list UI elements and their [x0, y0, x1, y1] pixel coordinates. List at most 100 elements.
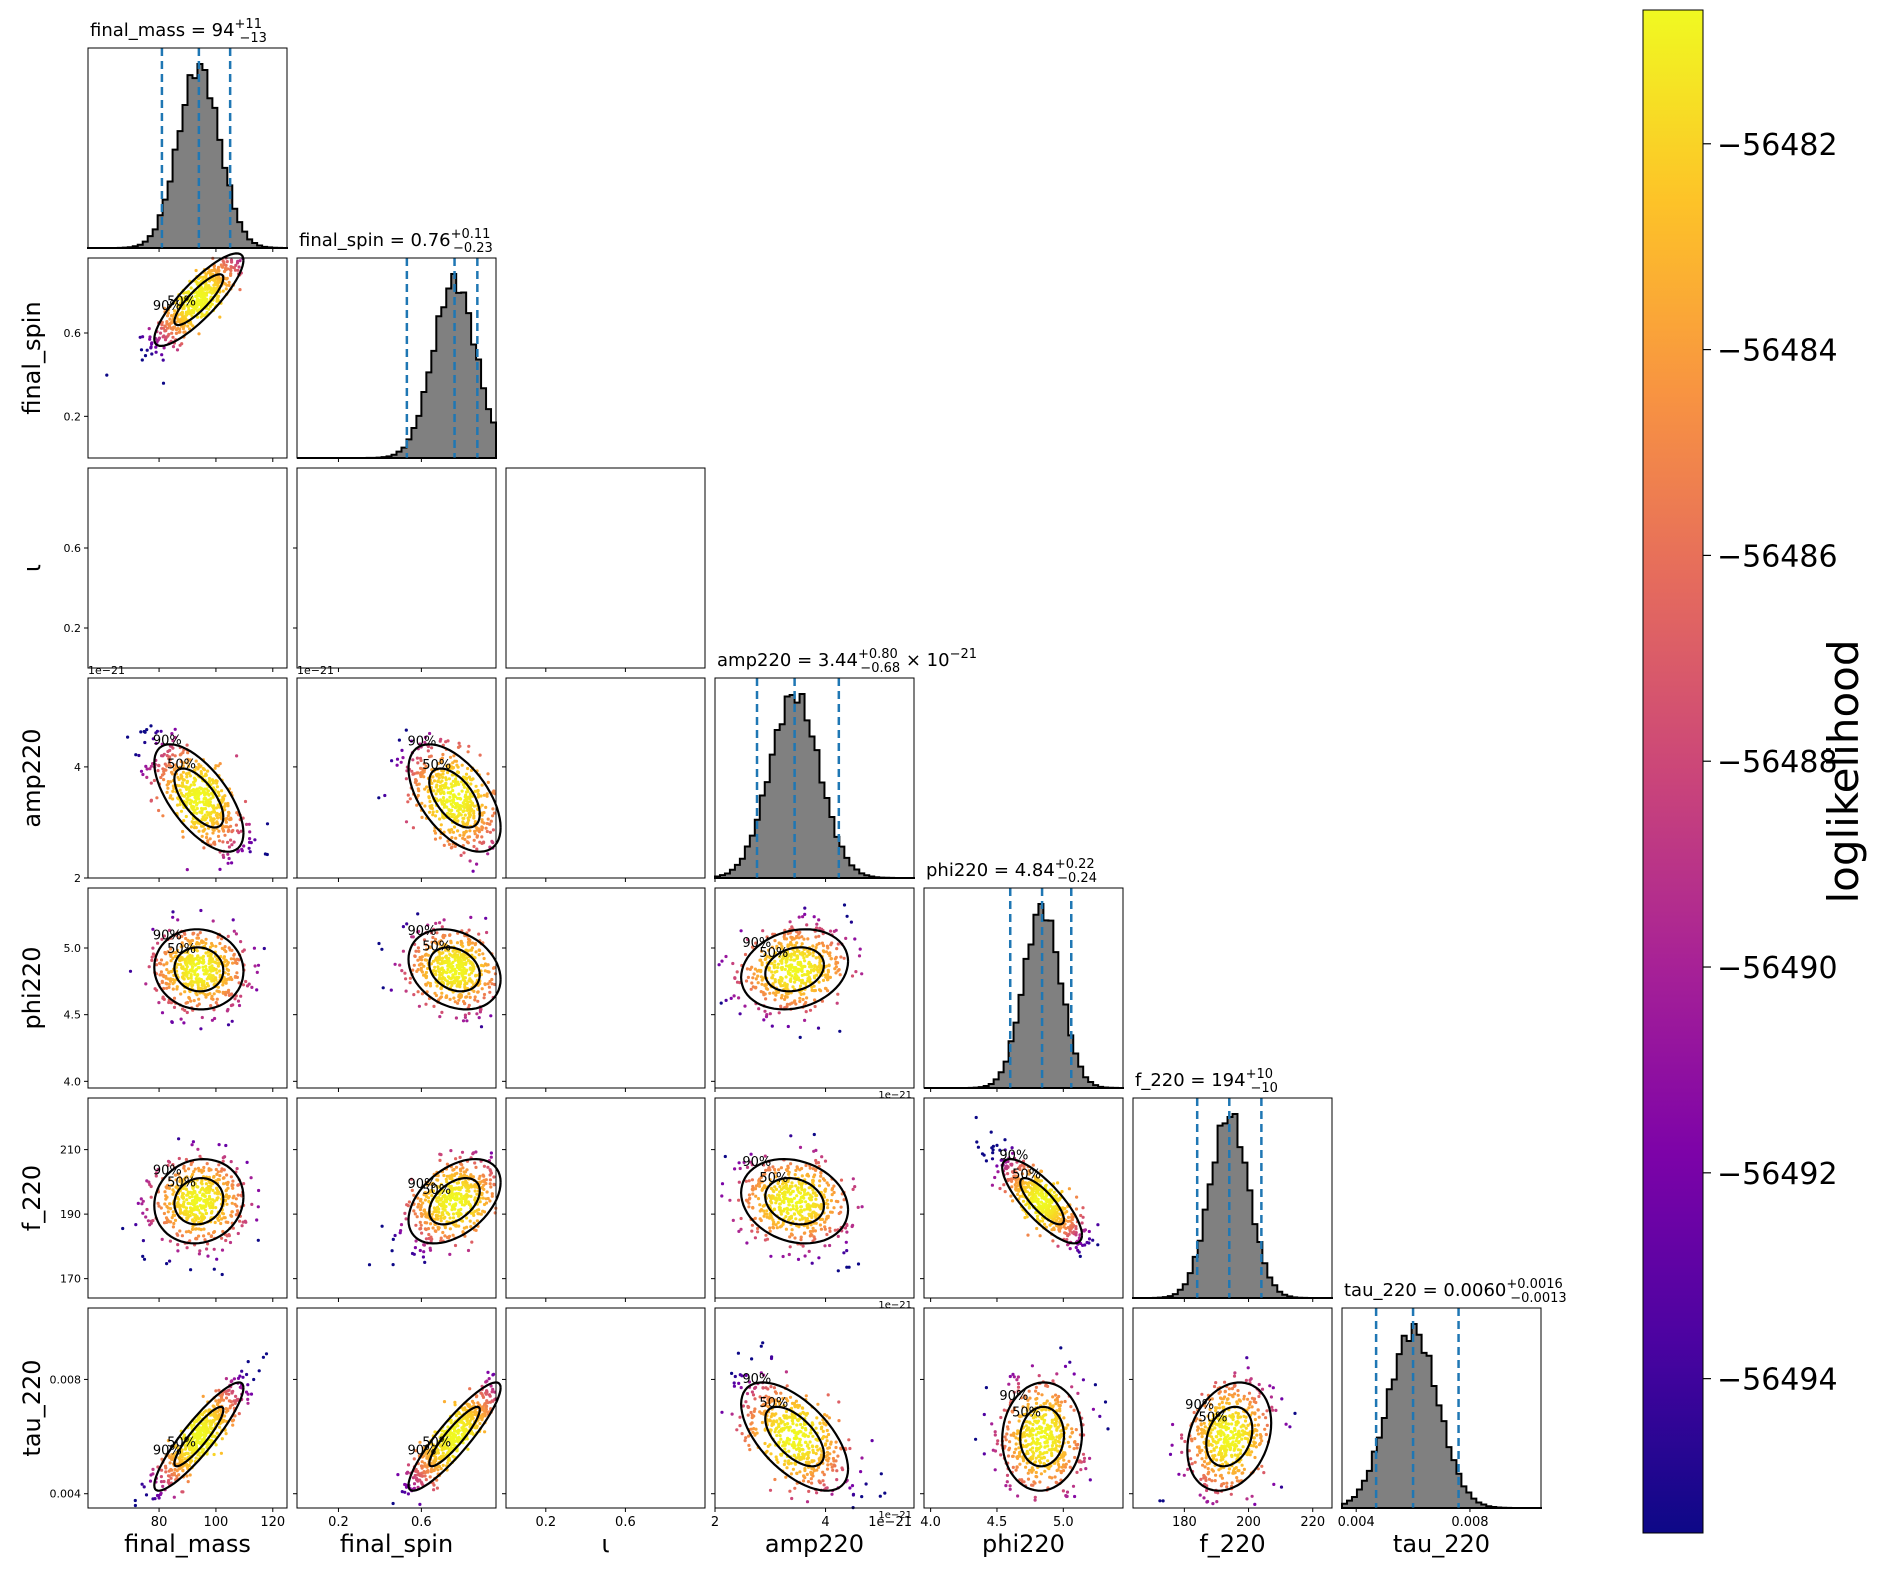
scatter-point — [147, 327, 151, 331]
scatter-point — [789, 1162, 793, 1166]
scatter-point — [756, 1230, 760, 1234]
scatter-point — [750, 965, 754, 969]
scatter-point — [795, 1194, 799, 1198]
scatter-point — [813, 988, 818, 993]
scatter-point — [198, 960, 202, 964]
scatter-point — [786, 1189, 791, 1193]
scatter-point — [461, 969, 465, 973]
scatter-point — [454, 1016, 458, 1020]
panel-frame — [505, 1097, 706, 1299]
scatter-point — [456, 770, 461, 775]
scatter-point — [488, 830, 492, 834]
scatter-point — [428, 984, 433, 988]
scatter-point — [825, 944, 830, 948]
scatter-point — [193, 795, 197, 799]
scatter-point — [185, 304, 189, 308]
scatter-point — [178, 330, 182, 334]
scatter-point — [215, 1198, 219, 1202]
scatter-point — [408, 981, 412, 985]
scatter-point — [401, 756, 405, 760]
scatter-point — [197, 829, 201, 833]
y-tick-label: 4 — [74, 761, 81, 774]
scatter-point — [467, 992, 471, 996]
scatter-point — [814, 935, 818, 939]
scatter-point — [473, 943, 477, 947]
scatter-point — [806, 937, 810, 941]
scatter-point — [440, 925, 444, 929]
scatter-point — [144, 764, 148, 769]
scatter-point — [399, 760, 403, 764]
scatter-point — [758, 1217, 762, 1221]
scatter-point — [221, 1176, 225, 1180]
scatter-point — [213, 960, 217, 965]
scatter-point — [452, 996, 456, 1000]
scatter-point — [786, 1024, 790, 1029]
scatter-point — [227, 1233, 231, 1237]
scatter-point — [428, 1248, 433, 1252]
scatter-point — [224, 820, 228, 824]
scatter-point — [203, 285, 207, 289]
panel-frame — [505, 467, 706, 669]
scatter-point — [723, 1154, 727, 1159]
scatter-point — [720, 1194, 724, 1198]
scatter-point — [181, 783, 185, 787]
scatter-point — [255, 970, 259, 975]
scatter-point — [448, 1198, 453, 1202]
scatter-point — [226, 990, 230, 995]
scatter-point — [470, 980, 474, 984]
scatter-point — [795, 1201, 799, 1205]
scatter-point — [764, 986, 769, 991]
scatter-point — [161, 381, 166, 385]
scatter-point — [400, 969, 404, 973]
scatter-point — [179, 1017, 183, 1021]
scatter-point — [149, 781, 153, 785]
scatter-point — [462, 833, 466, 837]
scatter-point — [181, 1195, 185, 1199]
scatter-point — [469, 782, 473, 786]
scatter-point — [187, 1167, 191, 1171]
scatter-point — [205, 1162, 209, 1166]
scatter-point — [193, 779, 197, 783]
scatter-point — [759, 975, 764, 979]
scatter-point — [817, 1256, 821, 1260]
scatter-point — [468, 995, 472, 1000]
scatter-point — [842, 1251, 846, 1255]
scatter-point — [229, 1175, 233, 1179]
scatter-point — [399, 1223, 404, 1227]
scatter-point — [803, 959, 807, 963]
scatter-point — [1067, 1187, 1071, 1191]
scatter-point — [190, 299, 194, 303]
scatter-point — [467, 928, 471, 932]
scatter-point — [429, 1222, 433, 1226]
contour-label: 50% — [422, 758, 451, 773]
scatter-point — [486, 817, 490, 821]
scatter-point — [164, 1197, 168, 1201]
scatter-point — [479, 963, 484, 968]
scatter-point — [456, 745, 461, 750]
scatter-point — [143, 730, 147, 734]
scatter-point — [156, 1201, 160, 1205]
scatter-point — [785, 1210, 789, 1214]
scatter-point — [442, 805, 446, 809]
scatter-point — [165, 968, 169, 972]
scatter-point — [145, 775, 149, 780]
scatter-point — [393, 962, 397, 966]
scatter-point — [173, 309, 177, 313]
scatter-point — [212, 992, 216, 996]
scatter-point — [447, 959, 451, 963]
scatter-point — [761, 929, 765, 933]
scatter-point — [223, 282, 227, 286]
scatter-point — [165, 1262, 169, 1266]
scatter-point — [476, 789, 480, 793]
scatter-point — [208, 837, 212, 841]
scatter-point — [155, 988, 159, 992]
scatter-point — [184, 792, 188, 796]
scatter-point — [845, 1223, 849, 1228]
scatter-point — [829, 957, 834, 961]
scatter-point — [475, 1208, 479, 1212]
scatter-point — [156, 769, 160, 773]
scatter-point — [459, 813, 463, 817]
scatter-point — [216, 822, 220, 826]
scatter-point — [813, 1004, 817, 1009]
contour-label: 90% — [153, 733, 182, 748]
